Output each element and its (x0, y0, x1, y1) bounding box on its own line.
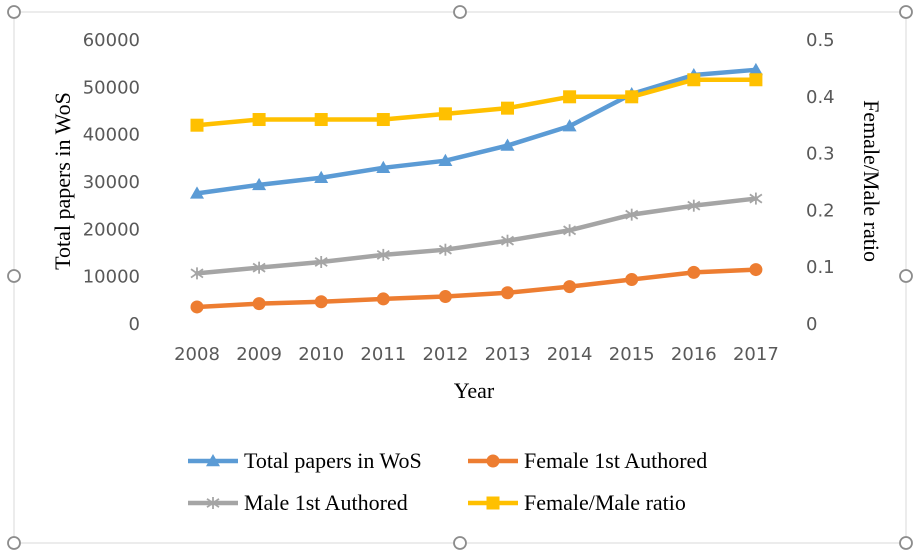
legend-marker (206, 497, 220, 509)
series-female-male-ratio (190, 73, 763, 132)
chart-frame (13, 11, 907, 544)
series-line (194, 67, 759, 196)
y-tick-label: 30000 (83, 172, 140, 193)
x-tick-label: 2010 (298, 344, 344, 365)
data-point (190, 300, 204, 314)
data-point (252, 177, 267, 191)
selection-handle[interactable] (453, 5, 467, 19)
data-point (687, 265, 701, 279)
series-line (194, 77, 759, 128)
selection-handle[interactable] (899, 536, 913, 550)
legend-label: Total papers in WoS (244, 448, 422, 473)
y2-axis-ticks: 0 0.1 0.2 0.3 0.4 0.5 (806, 30, 835, 335)
data-point (376, 292, 390, 306)
selection-handle[interactable] (7, 269, 21, 283)
y-tick-label: 10000 (83, 267, 140, 288)
y-tick-label: 40000 (83, 125, 140, 146)
x-tick-label: 2017 (733, 344, 779, 365)
data-point (438, 290, 452, 304)
x-axis-title: Year (454, 378, 495, 403)
selection-handle[interactable] (453, 536, 467, 550)
legend-marker (486, 496, 500, 510)
data-point (376, 113, 390, 127)
legend-item: Female/Male ratio (468, 490, 686, 515)
data-point (190, 267, 204, 280)
x-tick-label: 2016 (671, 344, 717, 365)
data-point (563, 224, 577, 237)
data-point (500, 234, 515, 247)
legend-marker (206, 454, 220, 467)
x-tick-label: 2013 (485, 344, 531, 365)
selection-handle[interactable] (899, 5, 913, 19)
y-tick-label: 0 (129, 314, 140, 335)
legend-item: Male 1st Authored (188, 490, 408, 515)
data-point (625, 273, 639, 287)
data-point (438, 107, 452, 121)
selection-handle[interactable] (7, 536, 21, 550)
selection-handles (7, 5, 913, 550)
series-female-1st-authored (190, 263, 763, 314)
legend-label: Female 1st Authored (524, 448, 707, 473)
selection-handle[interactable] (899, 269, 913, 283)
legend-label: Male 1st Authored (244, 490, 408, 515)
data-point (314, 113, 328, 127)
data-point (501, 286, 514, 300)
x-tick-label: 2015 (609, 344, 655, 365)
data-point (438, 153, 453, 166)
data-point (252, 297, 266, 311)
y-tick-label: 60000 (83, 30, 140, 51)
data-point (625, 90, 639, 104)
data-point (749, 192, 763, 205)
data-point (748, 62, 763, 76)
y2-tick-label: 0.4 (806, 87, 835, 108)
legend-marker (486, 454, 500, 468)
y-axis-title: Total papers in WoS (50, 92, 75, 270)
y2-axis-title: Female/Male ratio (859, 100, 884, 262)
x-tick-label: 2008 (174, 344, 220, 365)
data-point (252, 261, 266, 274)
series-male-1st-authored (190, 192, 763, 280)
data-point (190, 186, 204, 199)
series-lines (190, 62, 763, 314)
y2-tick-label: 0.5 (806, 30, 835, 51)
legend: Total papers in WoS Female 1st Authored Ma… (188, 448, 707, 515)
data-point (501, 101, 514, 115)
x-tick-label: 2009 (236, 344, 282, 365)
data-point (687, 73, 701, 87)
data-point (376, 160, 391, 174)
legend-label: Female/Male ratio (524, 490, 686, 515)
series-line (194, 196, 759, 276)
y2-tick-label: 0.2 (806, 200, 835, 221)
series-line (194, 267, 759, 310)
data-point (438, 243, 452, 256)
x-tick-label: 2012 (422, 344, 468, 365)
x-axis-ticks: 2008 2009 2010 2011 2012 2013 2014 2015 2016 2017 (174, 344, 779, 365)
data-point (749, 73, 763, 87)
y-axis-ticks: 0 10000 20000 30000 40000 50000 60000 (83, 30, 140, 335)
data-point (563, 90, 577, 104)
data-point (562, 119, 577, 132)
data-point (252, 113, 266, 127)
y-tick-label: 50000 (83, 77, 140, 98)
y2-tick-label: 0.1 (806, 257, 835, 278)
data-point (190, 118, 204, 132)
data-point (376, 248, 390, 261)
y-tick-label: 20000 (83, 219, 140, 240)
legend-item: Total papers in WoS (188, 448, 422, 473)
x-tick-label: 2014 (547, 344, 593, 365)
data-point (749, 263, 763, 277)
data-point (314, 255, 328, 268)
y2-tick-label: 0.3 (806, 144, 835, 165)
selection-handle[interactable] (7, 5, 21, 19)
x-tick-label: 2011 (360, 344, 406, 365)
data-point (687, 199, 701, 212)
data-point (314, 170, 329, 183)
data-point (625, 208, 639, 221)
legend-item: Female 1st Authored (468, 448, 707, 473)
y2-tick-label: 0 (806, 314, 817, 335)
data-point (563, 280, 577, 294)
data-point (314, 295, 328, 309)
data-point (500, 138, 515, 151)
